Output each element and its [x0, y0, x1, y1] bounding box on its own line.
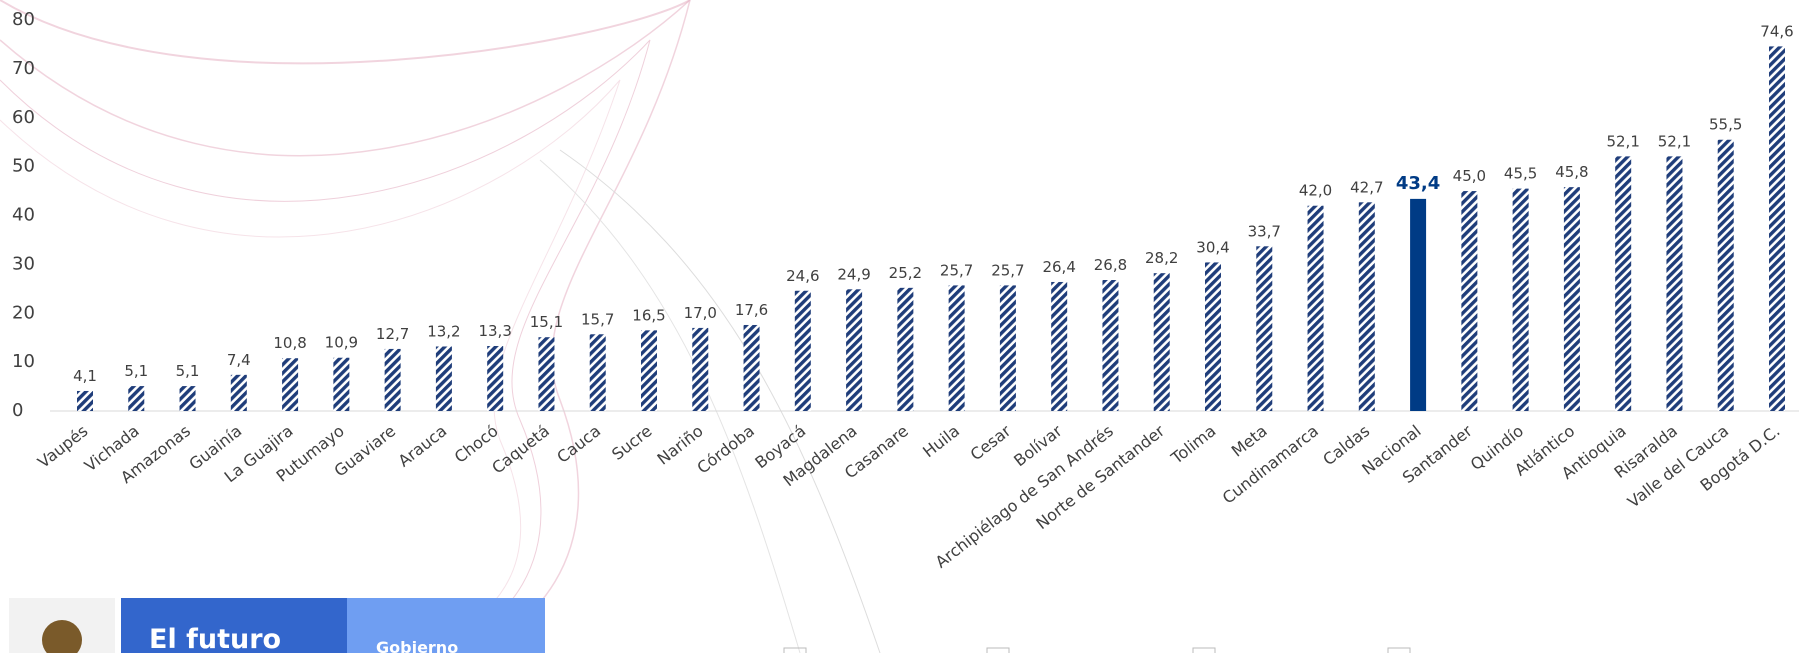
value-label: 13,3	[478, 322, 511, 340]
x-tick-label: Cesar	[967, 421, 1015, 464]
value-label: 17,0	[684, 304, 717, 322]
y-tick-label: 80	[12, 9, 35, 30]
bar	[1512, 188, 1529, 411]
bar	[1307, 205, 1324, 411]
bar	[1410, 198, 1427, 411]
bar	[897, 287, 914, 411]
value-label: 25,7	[940, 261, 973, 279]
value-label: 5,1	[176, 362, 200, 380]
brand-text: El futuro	[149, 624, 281, 653]
value-label: 52,1	[1658, 132, 1691, 150]
bar	[384, 348, 401, 411]
value-label: 26,4	[1042, 258, 1075, 276]
y-tick-label: 10	[12, 351, 35, 372]
footer-icon	[783, 647, 807, 653]
footer-icon	[1387, 647, 1411, 653]
value-label: 5,1	[124, 362, 148, 380]
bar	[743, 324, 760, 411]
bar	[1563, 187, 1580, 411]
bar	[435, 346, 452, 411]
value-label: 15,1	[530, 313, 563, 331]
value-label: 45,0	[1453, 167, 1486, 185]
bar	[1769, 46, 1785, 411]
tag-text: Gobierno	[376, 638, 458, 653]
bar	[1051, 281, 1068, 411]
brand-box	[121, 598, 347, 653]
footer-icon	[986, 647, 1010, 653]
bar	[230, 374, 247, 411]
y-tick-label: 60	[12, 107, 35, 128]
bar	[589, 334, 606, 411]
x-tick-label: Huila	[919, 421, 963, 461]
x-tick-label: Cauca	[553, 421, 604, 467]
bar	[179, 386, 196, 411]
tag-box	[347, 598, 545, 653]
value-label: 45,8	[1555, 163, 1588, 181]
bar	[1666, 156, 1683, 411]
bar	[1256, 246, 1273, 411]
bar	[1461, 191, 1478, 411]
bar	[692, 327, 709, 411]
y-tick-label: 0	[12, 400, 23, 421]
value-label: 13,2	[427, 322, 460, 340]
bar	[282, 358, 299, 411]
value-label: 25,7	[991, 261, 1024, 279]
value-label: 42,0	[1299, 182, 1332, 200]
value-label: 10,9	[325, 334, 358, 352]
value-label: 42,7	[1350, 178, 1383, 196]
bar	[333, 357, 350, 411]
x-tick-label: Meta	[1228, 421, 1271, 460]
bar	[948, 285, 965, 411]
bar	[1717, 139, 1734, 411]
x-tick-label: Cundinamarca	[1219, 421, 1322, 508]
x-tick-label: Arauca	[394, 421, 450, 470]
footer-icon	[1192, 647, 1216, 653]
x-tick-label: Sucre	[608, 421, 655, 464]
x-tick-label: Tolima	[1167, 421, 1220, 468]
y-tick-label: 50	[12, 156, 35, 177]
value-label: 15,7	[581, 310, 614, 328]
value-label: 45,5	[1504, 165, 1537, 183]
value-label: 43,4	[1396, 173, 1440, 194]
value-label: 55,5	[1709, 116, 1742, 134]
value-label: 24,9	[837, 265, 870, 283]
x-tick-label: Córdoba	[693, 421, 758, 477]
bar	[1615, 156, 1632, 411]
bar	[487, 345, 504, 411]
value-label: 10,8	[273, 334, 306, 352]
bar	[1358, 202, 1375, 411]
footer: El futuro Gobierno	[9, 598, 1411, 653]
value-label: 4,1	[73, 367, 97, 385]
value-label: 26,8	[1094, 256, 1127, 274]
value-label: 16,5	[632, 306, 665, 324]
bar	[77, 390, 93, 411]
x-tick-label: Caquetá	[488, 421, 553, 477]
logo-emblem	[42, 620, 82, 653]
y-tick-label: 30	[12, 253, 35, 274]
bar	[641, 330, 657, 411]
bar	[1102, 280, 1119, 411]
bar	[794, 290, 811, 411]
bar	[1205, 262, 1221, 411]
y-tick-label: 40	[12, 205, 35, 226]
value-label: 12,7	[376, 325, 409, 343]
value-label: 17,6	[735, 301, 768, 319]
value-label: 74,6	[1760, 22, 1793, 40]
bar	[846, 289, 863, 411]
bar	[538, 337, 555, 411]
bar	[999, 285, 1016, 411]
value-label: 28,2	[1145, 249, 1178, 267]
y-tick-label: 20	[12, 302, 35, 323]
value-label: 52,1	[1606, 132, 1639, 150]
bar	[1153, 273, 1170, 411]
value-label: 24,6	[786, 267, 819, 285]
value-label: 25,2	[889, 264, 922, 282]
value-label: 7,4	[227, 351, 251, 369]
value-label: 33,7	[1248, 222, 1281, 240]
value-label: 30,4	[1196, 238, 1229, 256]
bar	[128, 386, 145, 411]
y-tick-label: 70	[12, 58, 35, 79]
